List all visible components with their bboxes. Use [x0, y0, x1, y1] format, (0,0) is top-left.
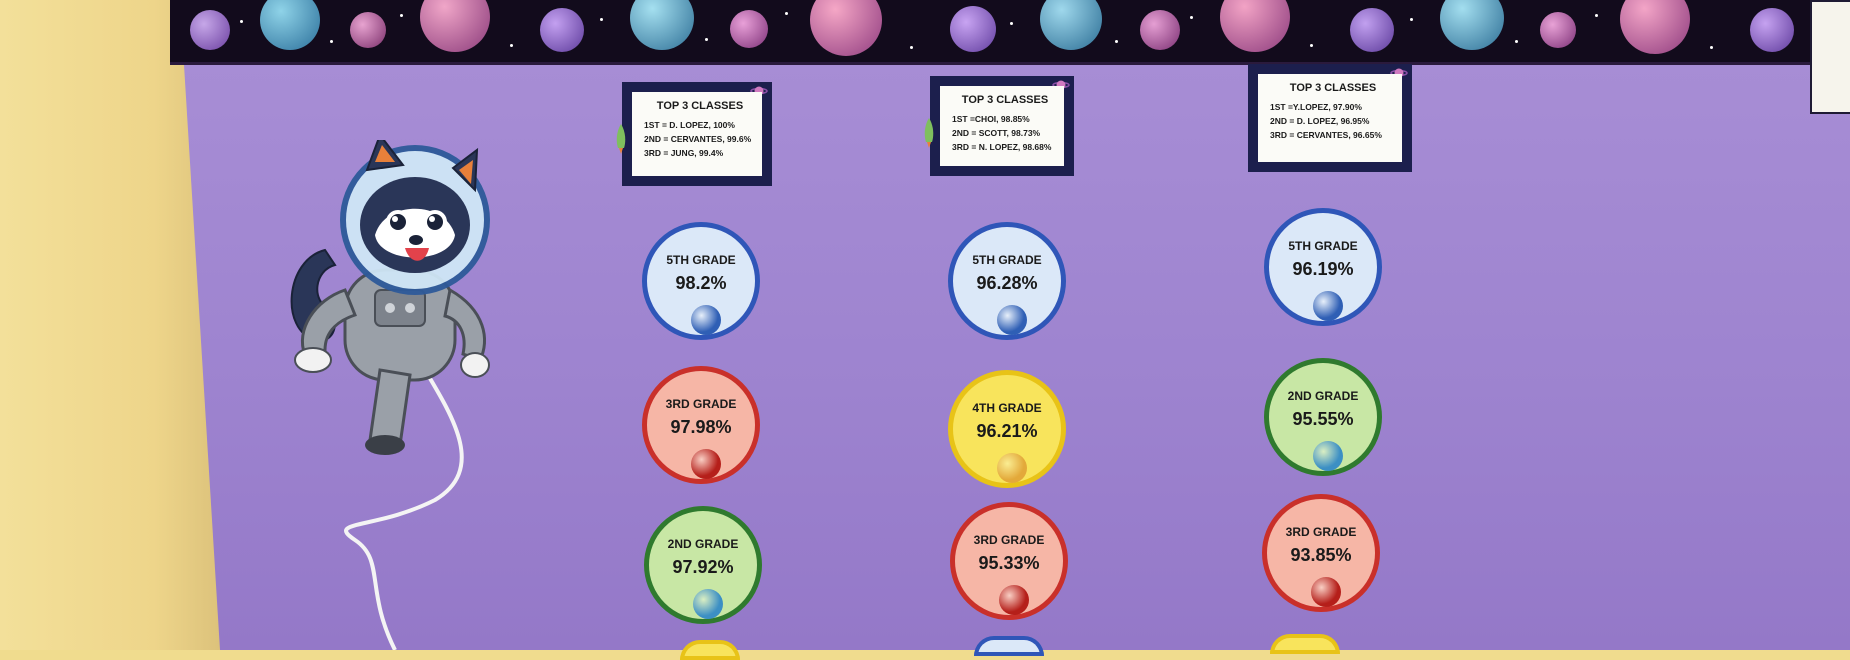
partial-badge [1270, 634, 1340, 654]
grade-badge: 3RD GRADE 97.98% [642, 366, 760, 484]
grade-badge: 3RD GRADE 93.85% [1262, 494, 1380, 612]
rocket-icon [924, 118, 934, 148]
earth-icon [693, 589, 723, 619]
rocket-icon [616, 124, 626, 154]
neptune-icon [1313, 291, 1343, 321]
badge-grade: 5TH GRADE [666, 253, 736, 267]
notice-line: 3RD = N. LOPEZ, 98.68% [952, 142, 1052, 152]
notice-title: TOP 3 CLASSES [1289, 82, 1377, 94]
badge-grade: 5TH GRADE [1288, 239, 1358, 253]
notice-title: TOP 3 CLASSES [961, 94, 1049, 106]
notice-title: TOP 3 CLASSES [656, 100, 744, 112]
badge-percent: 98.2% [675, 273, 727, 293]
notice-line: 3RD = JUNG, 99.4% [644, 148, 724, 158]
notice-line: 2ND = D. LOPEZ, 96.95% [1270, 116, 1370, 126]
top-classes-notice-2: TOP 3 CLASSES 1ST =CHOI, 98.85% 2ND = SC… [924, 76, 1074, 176]
badge-grade: 2ND GRADE [667, 537, 739, 551]
notice-line: 1ST =Y.LOPEZ, 97.90% [1270, 102, 1362, 112]
badge-percent: 96.19% [1292, 259, 1354, 279]
badge-percent: 93.85% [1290, 545, 1352, 565]
mars-icon [999, 585, 1029, 615]
badge-grade: 3RD GRADE [973, 533, 1045, 547]
badge-grade: 4TH GRADE [972, 401, 1042, 415]
badge-grade: 3RD GRADE [1285, 525, 1357, 539]
notice-line: 2ND = CERVANTES, 99.6% [644, 134, 752, 144]
space-border-strip [170, 0, 1850, 65]
grade-badge: 2ND GRADE 97.92% [644, 506, 762, 624]
badge-percent: 96.21% [976, 421, 1038, 441]
badge-percent: 97.92% [672, 557, 734, 577]
badge-percent: 95.33% [978, 553, 1040, 573]
grade-badge: 4TH GRADE 96.21% [948, 370, 1066, 488]
mars-icon [1311, 577, 1341, 607]
neptune-icon [997, 305, 1027, 335]
notice-line: 1ST = D. LOPEZ, 100% [644, 120, 735, 130]
top-classes-notice-3: TOP 3 CLASSES 1ST =Y.LOPEZ, 97.90% 2ND =… [1248, 64, 1412, 172]
yellow-wall [0, 0, 220, 650]
venus-icon [997, 453, 1027, 483]
grade-badge: 5TH GRADE 96.28% [948, 222, 1066, 340]
grade-badge: 3RD GRADE 95.33% [950, 502, 1068, 620]
badge-percent: 96.28% [976, 273, 1038, 293]
notice-line: 1ST =CHOI, 98.85% [952, 114, 1030, 124]
grade-badge: 5TH GRADE 98.2% [642, 222, 760, 340]
badge-grade: 3RD GRADE [665, 397, 737, 411]
mars-icon [691, 449, 721, 479]
grade-badge: 5TH GRADE 96.19% [1264, 208, 1382, 326]
badge-percent: 95.55% [1292, 409, 1354, 429]
notice-line: 3RD = CERVANTES, 96.65% [1270, 130, 1382, 140]
partial-badge [680, 640, 740, 660]
grade-badge: 2ND GRADE 95.55% [1264, 358, 1382, 476]
partial-badge [974, 636, 1044, 656]
neptune-icon [691, 305, 721, 335]
earth-icon [1313, 441, 1343, 471]
edge-card-partial [1810, 0, 1850, 114]
badge-grade: 2ND GRADE [1287, 389, 1359, 403]
badge-percent: 97.98% [670, 417, 732, 437]
badge-grade: 5TH GRADE [972, 253, 1042, 267]
top-classes-notice-1: TOP 3 CLASSES 1ST = D. LOPEZ, 100% 2ND =… [616, 82, 772, 186]
notice-line: 2ND = SCOTT, 98.73% [952, 128, 1041, 138]
astronaut-husky-icon [290, 140, 490, 650]
